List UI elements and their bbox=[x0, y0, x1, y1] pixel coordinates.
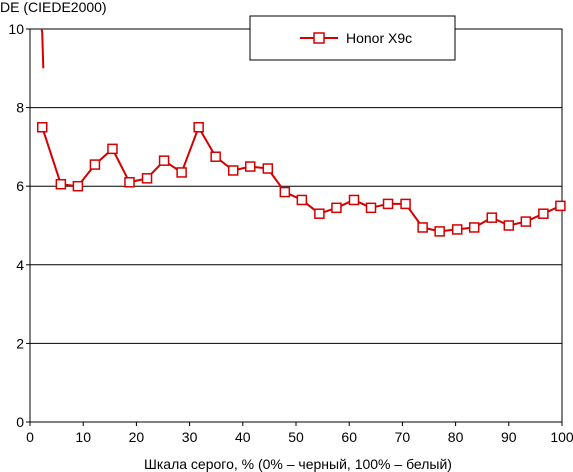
grid-lines bbox=[30, 107, 562, 344]
data-point-marker bbox=[36, 122, 48, 133]
data-point-marker bbox=[486, 212, 498, 223]
x-axis-title: Шкала серого, % (0% – черный, 100% – бел… bbox=[144, 456, 452, 472]
plot-frame bbox=[29, 28, 563, 423]
data-point-marker bbox=[227, 165, 239, 176]
y-tick-label: 0 bbox=[16, 414, 24, 430]
data-point-marker bbox=[296, 194, 308, 206]
plot-area bbox=[29, 28, 563, 423]
data-point-marker bbox=[176, 167, 187, 178]
y-tick-label: 4 bbox=[16, 257, 24, 273]
y-tick-label: 2 bbox=[16, 335, 24, 351]
data-point-marker bbox=[72, 180, 84, 192]
x-tick-label: 50 bbox=[288, 429, 304, 445]
x-tick-label: 20 bbox=[129, 429, 145, 445]
data-point-marker bbox=[262, 163, 274, 174]
data-point-marker bbox=[538, 208, 549, 219]
data-point-marker bbox=[55, 178, 67, 190]
data-point-marker bbox=[158, 155, 170, 166]
data-point-marker bbox=[314, 208, 325, 219]
legend-label: Honor X9c bbox=[346, 30, 412, 46]
x-tick-label: 60 bbox=[341, 429, 357, 445]
x-tick-label: 0 bbox=[26, 429, 34, 445]
x-tick-label: 30 bbox=[182, 429, 198, 445]
data-point-marker bbox=[107, 143, 118, 155]
data-point-marker bbox=[400, 198, 411, 210]
data-point-marker bbox=[451, 224, 463, 235]
data-point-marker bbox=[279, 186, 291, 198]
x-axis-ticks: 0 10 20 30 40 50 60 70 80 90 100 bbox=[26, 422, 573, 445]
data-point-marker bbox=[434, 226, 445, 237]
series-lead-in-line bbox=[40, 28, 45, 69]
data-point-marker bbox=[331, 202, 342, 214]
legend: Honor X9c bbox=[249, 15, 456, 61]
x-tick-label: 90 bbox=[501, 429, 517, 445]
legend-marker bbox=[313, 32, 325, 44]
data-point-marker bbox=[555, 200, 566, 212]
x-tick-label: 40 bbox=[235, 429, 251, 445]
data-point-marker bbox=[141, 173, 153, 184]
data-point-marker bbox=[124, 177, 135, 188]
data-point-marker bbox=[503, 220, 515, 231]
y-tick-label: 8 bbox=[16, 100, 24, 116]
data-point-marker bbox=[417, 222, 428, 233]
x-tick-label: 80 bbox=[448, 429, 464, 445]
data-point-marker bbox=[365, 202, 377, 214]
y-tick-label: 6 bbox=[16, 178, 24, 194]
data-point-marker bbox=[520, 216, 532, 227]
x-tick-label: 10 bbox=[75, 429, 91, 445]
data-point-marker bbox=[210, 151, 221, 162]
y-axis-ticks: 0 2 4 6 8 10 bbox=[8, 21, 30, 430]
x-tick-label: 100 bbox=[550, 429, 573, 445]
data-point-marker bbox=[348, 194, 360, 206]
data-point-marker bbox=[89, 159, 101, 170]
series-layer bbox=[36, 28, 566, 237]
y-tick-label: 10 bbox=[8, 21, 24, 37]
x-tick-label: 70 bbox=[395, 429, 411, 445]
data-point-marker bbox=[244, 161, 256, 172]
legend-box bbox=[249, 15, 456, 61]
data-point-marker bbox=[468, 222, 480, 233]
data-point-marker bbox=[193, 122, 204, 133]
data-point-marker bbox=[382, 198, 394, 210]
y-axis-title: DE (CIEDE2000) bbox=[0, 0, 107, 15]
